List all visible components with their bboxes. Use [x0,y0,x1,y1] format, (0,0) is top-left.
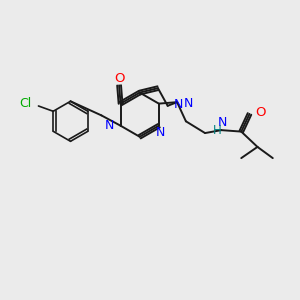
Text: N: N [184,97,193,110]
Text: Cl: Cl [20,97,32,110]
Text: N: N [156,126,165,139]
Text: N: N [105,119,114,132]
Text: N: N [218,116,227,129]
Text: O: O [114,72,124,86]
Text: H: H [213,124,222,136]
Text: N: N [174,98,184,111]
Text: O: O [255,106,266,119]
